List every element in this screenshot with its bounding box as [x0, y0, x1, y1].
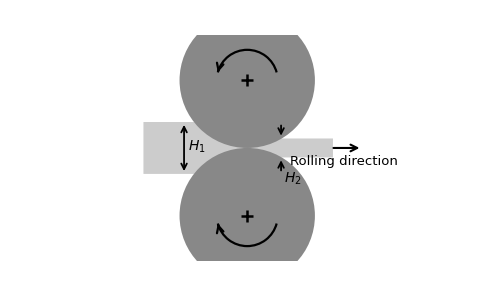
Text: Rolling direction: Rolling direction — [290, 155, 398, 168]
Circle shape — [180, 148, 315, 283]
Text: $H_1$: $H_1$ — [188, 139, 206, 155]
Polygon shape — [144, 122, 333, 174]
Circle shape — [180, 13, 315, 148]
Text: $H_2$: $H_2$ — [284, 171, 302, 188]
